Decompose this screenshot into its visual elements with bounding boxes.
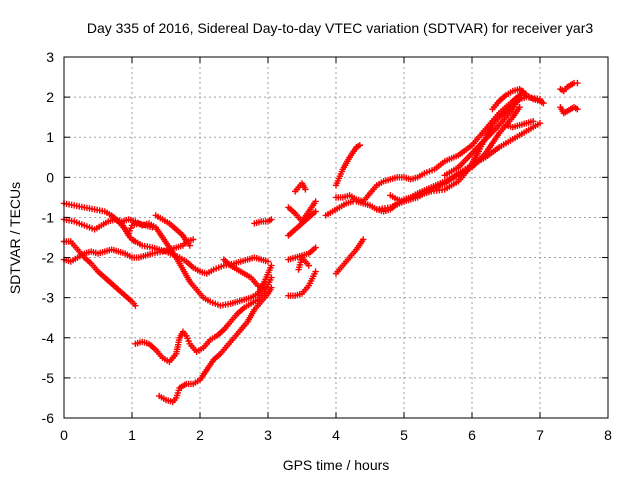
x-tick-label: 8 (604, 427, 612, 443)
data-point (261, 286, 268, 293)
x-tick-labels: 0 1 2 3 4 5 6 7 8 (60, 427, 612, 443)
data-point (312, 268, 319, 275)
series-0 (60, 200, 272, 277)
data-point (312, 244, 319, 251)
data-point (516, 103, 523, 111)
series-15 (295, 254, 312, 273)
y-tick-label: 3 (46, 49, 54, 65)
x-tick-label: 1 (128, 427, 136, 443)
y-axis-label: SDTVAR / TECUs (7, 182, 23, 294)
data-point (186, 242, 193, 249)
y-tick-label: -6 (42, 410, 55, 426)
data-point (302, 186, 309, 193)
data-point (268, 216, 275, 223)
series-14 (285, 268, 319, 299)
series-6 (132, 274, 275, 366)
x-tick-label: 6 (468, 427, 476, 443)
y-tick-label: -1 (42, 209, 55, 225)
series-5 (152, 212, 193, 249)
series-24 (489, 85, 547, 113)
y-tick-label: -3 (42, 290, 55, 306)
series-16 (332, 142, 363, 189)
chart-title: Day 335 of 2016, Sidereal Day-to-day VTE… (87, 20, 593, 36)
series-25 (502, 117, 537, 131)
data-point (268, 274, 275, 281)
series-22 (373, 119, 544, 213)
x-tick-label: 4 (332, 427, 340, 443)
grid (64, 57, 608, 418)
y-tick-label: 1 (46, 129, 54, 145)
x-tick-label: 7 (536, 427, 544, 443)
x-tick-label: 0 (60, 427, 68, 443)
series-8 (220, 256, 268, 293)
x-tick-label: 2 (196, 427, 204, 443)
data-point (264, 258, 272, 265)
data-point (530, 117, 537, 125)
axis-ticks (63, 56, 609, 419)
series-17 (332, 236, 367, 277)
series-11 (292, 180, 309, 195)
series-4 (111, 216, 156, 237)
data-point (540, 99, 547, 107)
y-tick-label: 2 (46, 89, 54, 105)
x-axis-label: GPS time / hours (283, 457, 390, 473)
data-point (190, 236, 197, 243)
y-tick-labels: -6 -5 -4 -3 -2 -1 0 1 2 3 (42, 49, 55, 426)
data-point (268, 284, 275, 291)
series-9 (251, 216, 275, 227)
series-27 (557, 79, 581, 95)
data-point (149, 224, 156, 231)
data-point (312, 198, 319, 205)
data-point (574, 79, 581, 87)
data-point (356, 142, 363, 149)
series-10 (285, 198, 319, 225)
data-point (574, 105, 581, 113)
data-point (305, 262, 312, 269)
series-26 (557, 103, 581, 117)
y-tick-label: -5 (42, 370, 55, 386)
data-point (536, 119, 544, 127)
series-7 (156, 284, 275, 406)
data-point (268, 262, 275, 269)
y-tick-label: -2 (42, 250, 55, 266)
series-23 (441, 87, 527, 179)
series-1 (60, 238, 139, 309)
data-point (312, 208, 319, 215)
series-12 (285, 208, 319, 239)
data-point (360, 236, 367, 243)
y-tick-label: -4 (42, 330, 55, 346)
series-2 (60, 236, 197, 265)
data-points (60, 79, 581, 406)
series-18 (322, 198, 357, 219)
x-tick-label: 3 (264, 427, 272, 443)
data-point (132, 302, 139, 309)
x-tick-label: 5 (400, 427, 408, 443)
y-tick-label: 0 (46, 169, 54, 185)
